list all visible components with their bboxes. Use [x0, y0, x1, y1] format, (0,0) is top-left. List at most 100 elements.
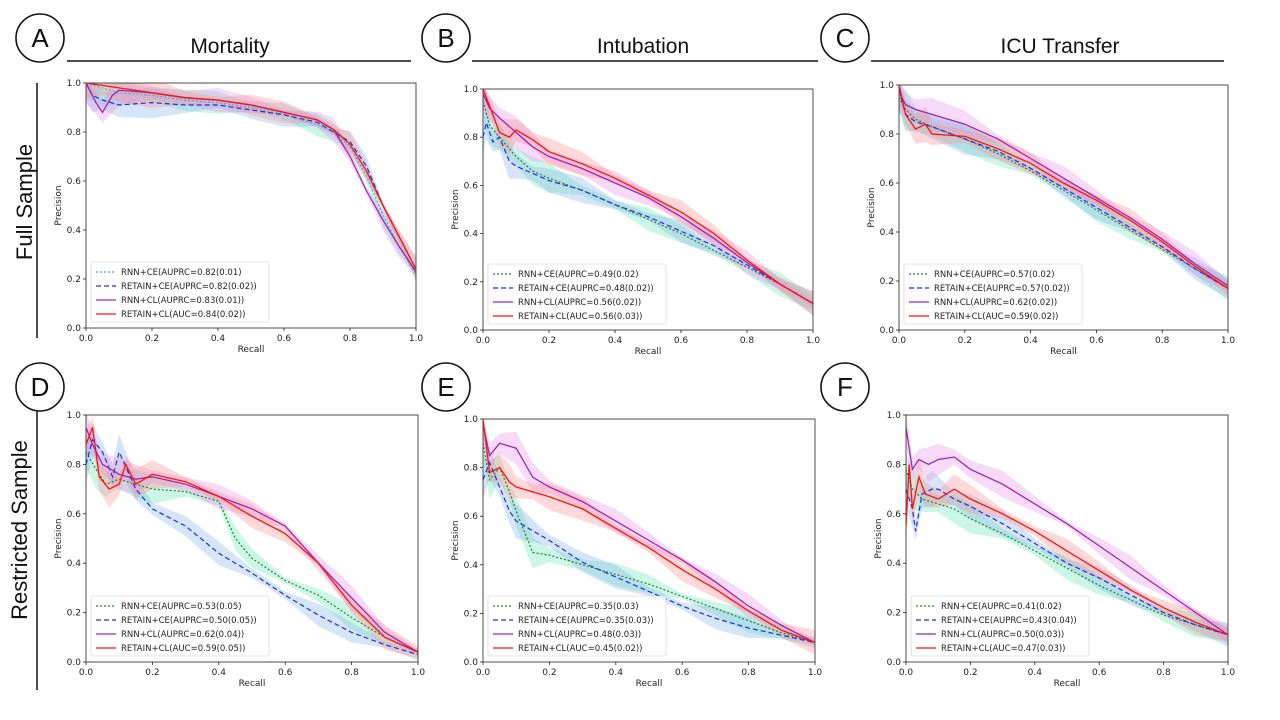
panel-e-xtick-label: 0.2 — [542, 668, 556, 678]
panel-f-legend-label-2: RNN+CL(AUPRC=0.50(0.03)) — [941, 630, 1064, 640]
panel-d-series-line-1 — [86, 438, 418, 656]
panel-b-ytick-label: 0.8 — [464, 133, 479, 143]
panel-e-series-line-0 — [483, 443, 815, 644]
panel-e-letter: E — [437, 372, 454, 402]
panel-c-lines — [899, 85, 1228, 289]
panel-f-band-3 — [906, 454, 1228, 642]
panel-e-series-line-3 — [483, 419, 815, 644]
panel-f-xtick-label: 0.8 — [1156, 668, 1171, 678]
panel-f-legend — [910, 595, 1090, 657]
panel-d-xtick-label: 0.4 — [212, 668, 227, 678]
panel-b-band-3 — [483, 89, 813, 316]
panel-b-legend-label-1: RETAIN+CE(AUPRC=0.48(0.02)) — [518, 284, 654, 294]
panel-b-series-line-2 — [483, 93, 813, 305]
panel-d-xtick-label: 0.8 — [344, 668, 359, 678]
panel-d-letter: D — [31, 372, 50, 402]
panel-e-ylabel: Precision — [451, 520, 461, 560]
panel-b-ytick-label: 0.0 — [464, 326, 479, 336]
panel-d-band-0 — [86, 436, 418, 655]
panel-a-ytick-label: 0.6 — [67, 177, 82, 187]
panel-d-ytick-label: 0.6 — [67, 510, 82, 520]
panel-d-xtick-label: 1.0 — [411, 668, 426, 678]
panel-c-ytick-label: 0.4 — [880, 228, 895, 238]
panel-f-letter: F — [837, 372, 853, 402]
panel-c-series-line-3 — [899, 85, 1228, 289]
panel-f-legend-label-0: RNN+CE(AUPRC=0.41(0.02) — [941, 602, 1062, 612]
panel-e-ytick-label: 0.8 — [464, 464, 479, 474]
panel-e-band-2 — [483, 419, 815, 646]
panel-f-series-line-3 — [906, 464, 1228, 636]
panel-d-series-line-2 — [86, 427, 418, 653]
panel-e-ytick-label: 0.0 — [464, 658, 479, 668]
panel-d-xlabel: Recall — [239, 679, 266, 689]
panel-e-ytick-label: 0.4 — [464, 561, 479, 571]
panel-b-series-line-0 — [483, 100, 813, 305]
panel-f-xtick-label: 0.4 — [1028, 668, 1043, 678]
panel-c-ytick-label: 0.2 — [880, 277, 894, 287]
panel-d-lines — [86, 427, 418, 656]
panel-b-legend — [487, 263, 667, 325]
panel-b-band-0 — [483, 89, 813, 311]
panel-a-ytick-label: 1.0 — [67, 79, 82, 89]
panel-e-legend-label-3: RETAIN+CL(AUC=0.45(0.02)) — [518, 644, 643, 654]
panel-f-xtick-label: 0.2 — [963, 668, 977, 678]
panel-d-xtick-label: 0.2 — [145, 668, 159, 678]
panel-a-legend-label-3: RETAIN+CL(AUC=0.84(0.02)) — [121, 310, 246, 320]
panel-d-band-2 — [86, 415, 418, 656]
panel-b-xtick-label: 0.2 — [542, 336, 556, 346]
panel-c-xtick-label: 0.0 — [892, 336, 907, 346]
panel-d-xtick-label: 0.6 — [278, 668, 293, 678]
panel-a-ytick-label: 0.0 — [67, 324, 82, 334]
panel-b-axes-frame — [482, 88, 814, 331]
panel-e-legend-label-2: RNN+CL(AUPRC=0.48(0.03)) — [518, 630, 641, 640]
panel-a-xtick-label: 0.6 — [277, 334, 292, 344]
panel-d-ytick-label: 0.0 — [67, 658, 82, 668]
panel-b-ylabel: Precision — [451, 189, 461, 229]
panel-a-legend — [90, 261, 270, 323]
panel-e-ytick-label: 0.6 — [464, 512, 479, 522]
panel-c-band-1 — [899, 85, 1228, 299]
panel-e-ytick-label: 1.0 — [464, 415, 479, 425]
panel-f-band-2 — [906, 415, 1228, 646]
panel-b-xtick-label: 0.0 — [476, 336, 491, 346]
panel-c-series-line-1 — [899, 89, 1228, 289]
panel-f-xtick-label: 0.6 — [1092, 668, 1107, 678]
panel-c-xtick-label: 0.8 — [1155, 336, 1170, 346]
panel-b-series-line-3 — [483, 89, 813, 305]
panel-b-lines — [483, 89, 813, 305]
panel-a-ytick-label: 0.4 — [67, 226, 82, 236]
panel-d: D 0.0 0.2 0.4 0.6 0.8 1.0 0.0 0.2 0.4 0.6 0.8 1.0 Rec… — [15, 362, 426, 689]
panel-e: E 0.0 0.2 0.4 0.6 0.8 1.0 0.0 0.2 0.4 0.6 0.8 1.0 Rec… — [421, 362, 822, 689]
panels: A 0.0 0.2 0.4 0.6 0.8 1.0 0.0 0.2 0.4 0.6 0.8 1.0 Rec… — [15, 13, 1236, 689]
panel-d-ylabel: Precision — [54, 518, 64, 558]
panel-c-band-3 — [899, 85, 1228, 296]
panel-c-xtick-label: 0.4 — [1023, 336, 1038, 346]
panel-d-series-line-3 — [86, 427, 418, 653]
panel-f-lines — [906, 427, 1228, 636]
column-title-mortality: Mortality — [190, 35, 270, 58]
panel-a-legend-label-1: RETAIN+CE(AUPRC=0.82(0.02)) — [121, 282, 257, 292]
panel-b-xtick-label: 0.8 — [740, 336, 755, 346]
panel-b-legend-label-0: RNN+CE(AUPRC=0.49(0.02) — [518, 270, 639, 280]
panel-f-ytick-label: 0.8 — [887, 460, 902, 470]
panel-e-ytick-label: 0.2 — [464, 609, 478, 619]
panel-a-letter-circle — [15, 13, 65, 63]
panel-b-xtick-label: 1.0 — [806, 336, 821, 346]
panel-b-xlabel: Recall — [635, 347, 662, 357]
panel-f-ytick-label: 0.4 — [887, 559, 902, 569]
panel-d-ytick-label: 0.8 — [67, 460, 82, 470]
panel-f-ylabel: Precision — [874, 518, 884, 558]
panel-f-series-line-0 — [906, 469, 1228, 636]
panel-d-ytick-label: 0.4 — [67, 559, 82, 569]
panel-b-xtick-label: 0.6 — [674, 336, 689, 346]
panel-c-xtick-label: 1.0 — [1221, 336, 1236, 346]
panel-b-xtick-label: 0.4 — [608, 336, 623, 346]
panel-f-series-line-1 — [906, 488, 1228, 636]
panel-a: A 0.0 0.2 0.4 0.6 0.8 1.0 0.0 0.2 0.4 0.6 0.8 1.0 Rec… — [15, 13, 423, 355]
panel-f-ytick-label: 0.2 — [887, 609, 901, 619]
panel-b-letter-circle — [421, 13, 471, 63]
panel-a-legend-label-2: RNN+CL(AUPRC=0.83(0.01)) — [121, 296, 244, 306]
panel-e-series-line-1 — [483, 461, 815, 644]
panel-d-ytick-label: 0.2 — [67, 609, 81, 619]
